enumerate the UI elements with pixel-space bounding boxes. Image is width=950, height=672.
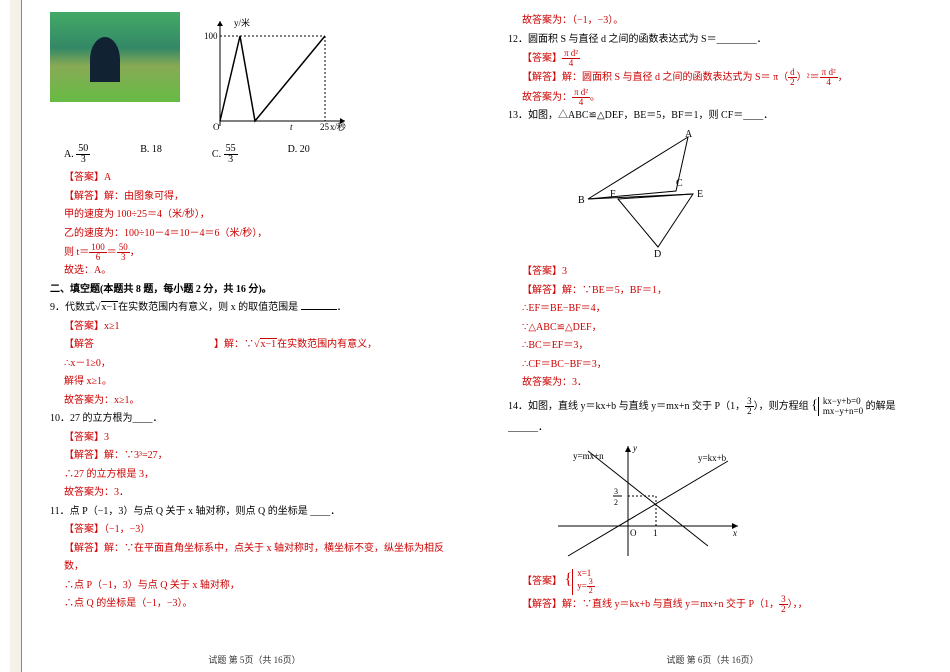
q8-explain-1: 【解答】解：由图象可得， <box>50 188 459 207</box>
q14-intersection-chart: y=mx+n y=kx+b O x y 1 3 2 <box>548 441 748 561</box>
q11-explain-3: ∴点 Q 的坐标是（−1，−3）。 <box>50 595 459 614</box>
yaxis-label: y/米 <box>234 17 250 28</box>
q8-answer: 【答案】A <box>50 169 459 188</box>
xtick-25: 25 <box>320 122 330 132</box>
q8-explain-5: 故选：A。 <box>50 262 459 281</box>
x-axis-label: x <box>732 528 737 538</box>
q13-explain-6: 故答案为：3． <box>508 374 917 393</box>
vertex-F: F <box>610 189 616 200</box>
q11-explain-2: ∴点 P（−1，3）与点 Q 关于 x 轴对称， <box>50 577 459 596</box>
pt-y-d: 2 <box>614 498 618 507</box>
origin-label: O <box>630 528 637 538</box>
q12-explain-2: 故答案为：π d²4。 <box>508 88 917 107</box>
q9-explain-4: 故答案为：x≥1。 <box>50 392 459 411</box>
q10: 10．27 的立方根为____． <box>50 410 459 429</box>
q11-answer: 【答案】（−1，−3） <box>50 521 459 540</box>
q11: 11．点 P（−1，3）与点 Q 关于 x 轴对称，则点 Q 的坐标是 ____… <box>50 503 459 522</box>
vertex-C: C <box>676 178 683 189</box>
choice-a: A. 503 <box>64 144 90 165</box>
pt-x-label: 1 <box>653 528 658 538</box>
origin-O: O <box>213 122 220 132</box>
q10-answer: 【答案】3 <box>50 429 459 448</box>
binding-margin <box>10 0 22 672</box>
q13-explain-1: 【解答】解：∵BE＝5，BF＝1， <box>508 282 917 301</box>
q12: 12．圆面积 S 与直径 d 之间的函数表达式为 S＝________． <box>508 31 917 50</box>
q9: 9．代数式√x−1在实数范围内有意义，则 x 的取值范围是 ． <box>50 299 459 318</box>
page-6: 故答案为：（−1，−3）。 12．圆面积 S 与直径 d 之间的函数表达式为 S… <box>490 0 935 672</box>
q13-explain-2: ∴EF＝BE−BF＝4， <box>508 300 917 319</box>
q13-triangle-diagram: A B F C E D <box>548 129 748 259</box>
vertex-B: B <box>578 195 585 206</box>
choice-b: B. 18 <box>140 144 162 165</box>
page-5: y/米 100 O t 25 x/秒 A. 503 B. 18 C. 553 D… <box>32 0 477 672</box>
y-axis-label: y <box>632 443 637 453</box>
pt-y-n: 3 <box>614 487 618 496</box>
q11-explain-1: 【解答】解：∵在平面直角坐标系中，点关于 x 轴对称时，横坐标不变，纵坐标为相反… <box>50 540 459 577</box>
ytick-100: 100 <box>204 31 218 41</box>
line1-label: y=kx+b <box>698 453 727 463</box>
xtick-t: t <box>290 122 293 132</box>
q11-conclusion: 故答案为：（−1，−3）。 <box>508 12 917 31</box>
runner-photo <box>50 12 180 102</box>
vertex-A: A <box>685 129 693 140</box>
q9-explain-3: 解得 x≥1。 <box>50 373 459 392</box>
vertex-D: D <box>654 249 661 259</box>
q9-answer: 【答案】x≥1 <box>50 318 459 337</box>
q14-explain-1: 【解答】解：∵直线 y＝kx+b 与直线 y＝mx+n 交于 P（1，32），， <box>508 595 917 614</box>
q8-figure-row: y/米 100 O t 25 x/秒 <box>50 12 459 140</box>
q13-explain-4: ∴BC＝EF＝3， <box>508 337 917 356</box>
vertex-E: E <box>697 189 703 200</box>
section-2-title: 二、填空题(本题共 8 题，每小题 2 分，共 16 分)。 <box>50 281 459 300</box>
q12-explain-1: 【解答】解：圆面积 S 与直径 d 之间的函数表达式为 S＝ π（d2）²＝π … <box>508 68 917 87</box>
choice-c: C. 553 <box>212 144 238 165</box>
q10-explain-2: ∴27 的立方根是 3， <box>50 466 459 485</box>
q13-explain-5: ∴CF＝BC−BF＝3， <box>508 356 917 375</box>
page-6-footer: 试题 第 6页（共 16页） <box>490 653 935 666</box>
q14-answer: 【答案】 { x=1 y=32 <box>508 565 917 595</box>
q8-choices: A. 503 B. 18 C. 553 D. 20 <box>64 144 459 165</box>
q8-explain-2: 甲的速度为 100÷25＝4（米/秒）， <box>50 206 459 225</box>
q12-answer: 【答案】π d²4 <box>508 49 917 68</box>
q14: 14．如图，直线 y＝kx+b 与直线 y＝mx+n 交于 P（1，32），则方… <box>508 393 917 437</box>
q8-line-chart: y/米 100 O t 25 x/秒 <box>200 16 350 136</box>
q9-explain-1: 【解答】解：∵√x−1在实数范围内有意义， <box>50 336 459 355</box>
q13-answer: 【答案】3 <box>508 263 917 282</box>
page-5-footer: 试题 第 5页（共 16页） <box>32 653 477 666</box>
q8-explain-4: 则 t＝1006＝503， <box>50 243 459 262</box>
q9-explain-2: ∴x－1≥0， <box>50 355 459 374</box>
xaxis-label: x/秒 <box>330 121 346 132</box>
q13: 13．如图，△ABC≌△DEF，BE＝5，BF＝1，则 CF＝____． <box>508 107 917 126</box>
q13-explain-3: ∵△ABC≌△DEF， <box>508 319 917 338</box>
line2-label: y=mx+n <box>573 451 604 461</box>
choice-d: D. 20 <box>288 144 310 165</box>
q10-explain-3: 故答案为：3． <box>50 484 459 503</box>
q8-explain-3: 乙的速度为：100÷10－4＝10－4＝6（米/秒）， <box>50 225 459 244</box>
q10-explain-1: 【解答】解：∵3³=27， <box>50 447 459 466</box>
